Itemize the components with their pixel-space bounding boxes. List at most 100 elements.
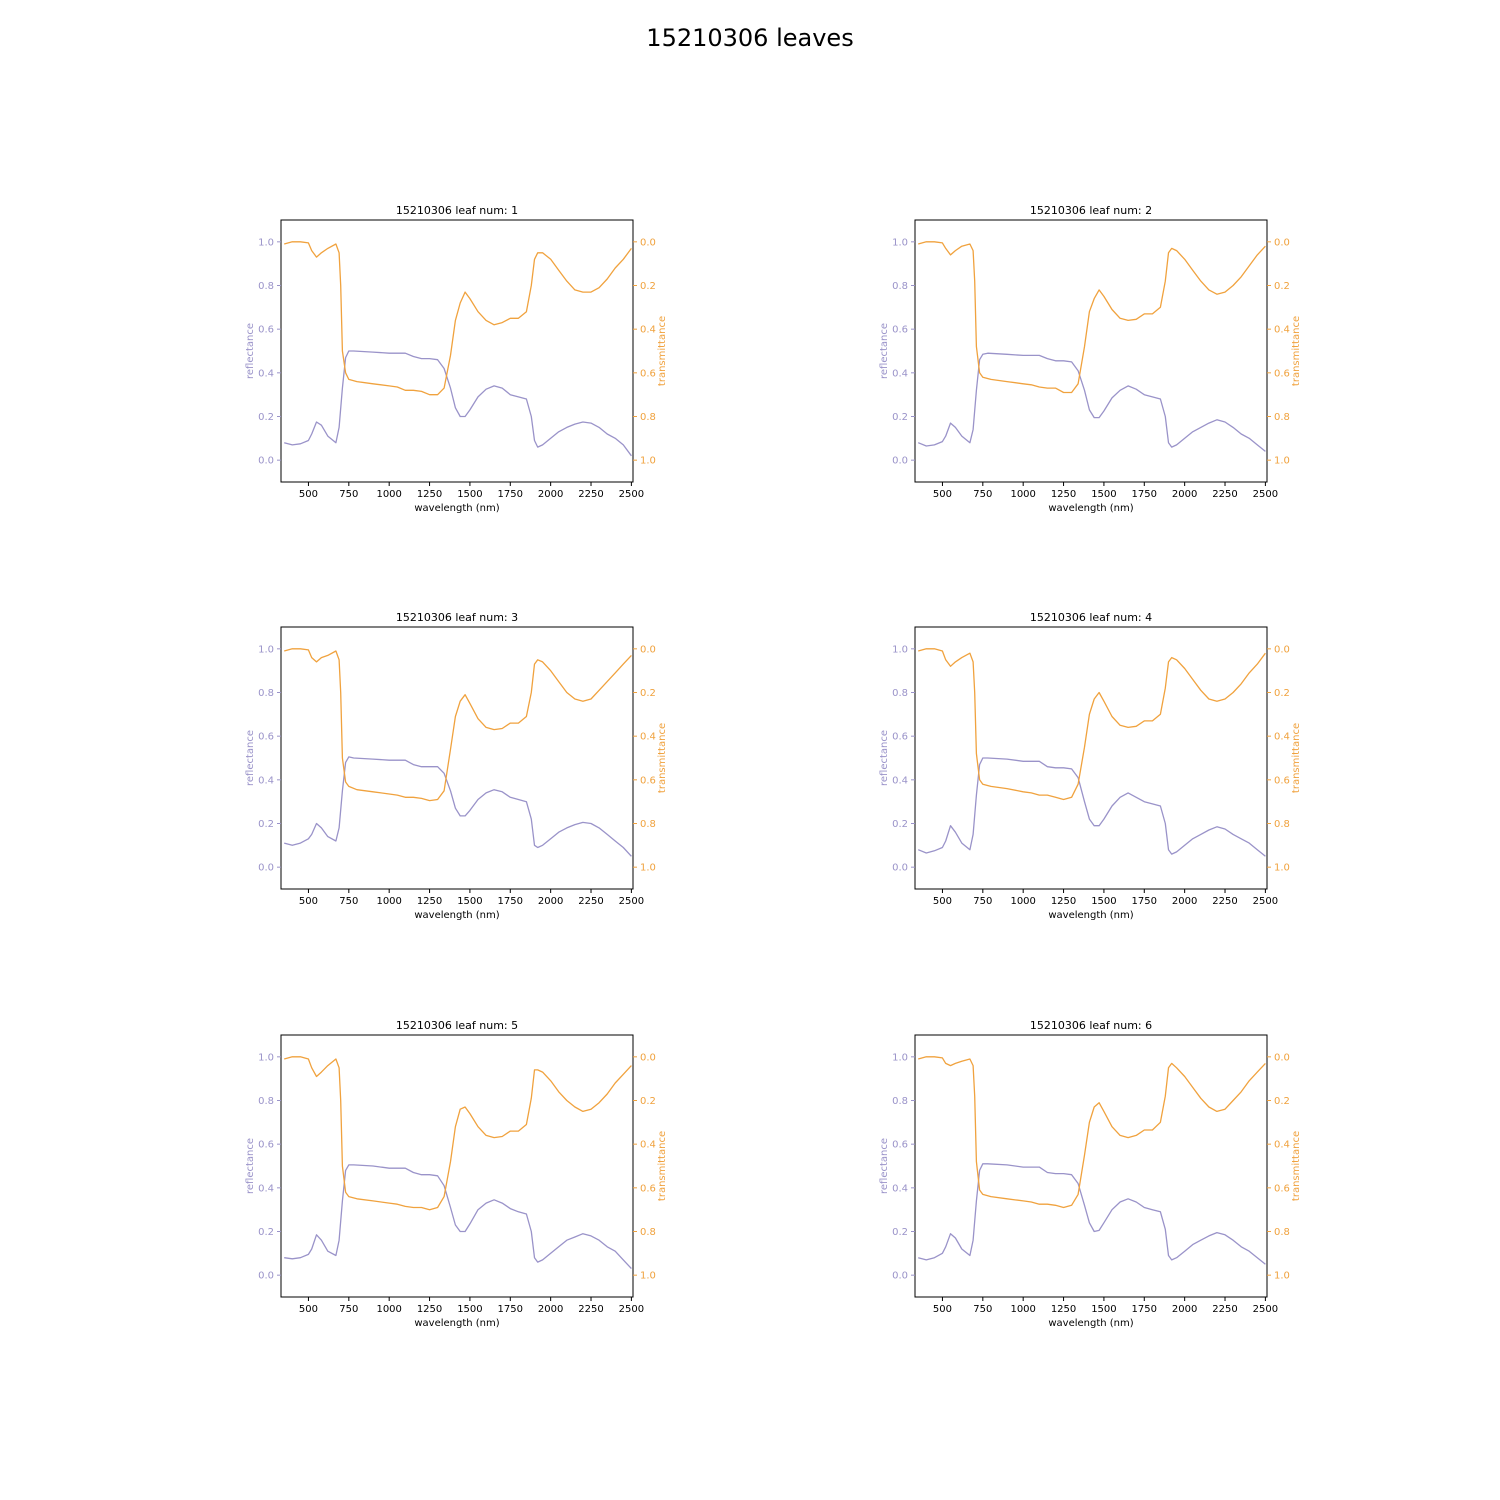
y2-tick-label: 0.0 xyxy=(640,644,656,655)
x-tick-label: 1500 xyxy=(1091,896,1116,907)
y2-tick-label: 0.0 xyxy=(640,237,656,248)
x-tick-label: 2500 xyxy=(619,489,644,500)
reflectance-line xyxy=(917,757,1266,857)
y2-tick-label: 0.2 xyxy=(640,281,656,292)
y2-tick-label: 0.8 xyxy=(640,1227,656,1238)
y-tick-label: 0.8 xyxy=(258,688,274,699)
y2-tick-label: 0.8 xyxy=(640,412,656,423)
series-group xyxy=(284,241,632,457)
plot-frame xyxy=(280,219,634,483)
x-tick-label: 1500 xyxy=(1091,1304,1116,1315)
subplot-5: 15210306 leaf num: 5 500 750 1000 1250 1500 17… xyxy=(245,1019,668,1329)
x-tick-label: 1500 xyxy=(1091,489,1116,500)
x-tick-label: 1000 xyxy=(1010,1304,1035,1315)
x-tick-label: 500 xyxy=(933,896,952,907)
y-tick-label: 0.2 xyxy=(258,1227,274,1238)
y2-tick-label: 0.8 xyxy=(640,819,656,830)
y2-tick-label: 1.0 xyxy=(640,1271,656,1282)
subplot-title: 15210306 leaf num: 4 xyxy=(1030,611,1152,624)
x-tick-label: 500 xyxy=(299,1304,318,1315)
x-tick-label: 1750 xyxy=(1132,896,1157,907)
y-tick-label: 0.4 xyxy=(892,1183,908,1194)
y2-tick-label: 0.6 xyxy=(640,775,656,786)
x-tick-label: 2250 xyxy=(578,1304,603,1315)
y-tick-label: 0.8 xyxy=(258,281,274,292)
reflectance-line xyxy=(284,1164,632,1270)
x-tick-label: 1750 xyxy=(498,896,523,907)
plot-frame xyxy=(914,1034,1268,1298)
reflectance-line xyxy=(918,1163,1266,1265)
y2-tick-label: 0.4 xyxy=(1274,325,1290,336)
y2-tick-label: 0.4 xyxy=(640,732,656,743)
y2-tick-label: 0.6 xyxy=(1274,368,1290,379)
x-tick-label: 2250 xyxy=(1212,1304,1237,1315)
x-tick-label: 2000 xyxy=(538,489,563,500)
subplot-title: 15210306 leaf num: 5 xyxy=(396,1019,518,1032)
y-tick-label: 1.0 xyxy=(258,237,274,248)
reflectance-line xyxy=(284,350,632,457)
x-axis-label: wavelength (nm) xyxy=(414,503,499,514)
subplot-title: 15210306 leaf num: 3 xyxy=(396,611,518,624)
y-tick-label: 0.0 xyxy=(892,1271,908,1282)
x-tick-label: 1250 xyxy=(1051,1304,1076,1315)
y-tick-label: 1.0 xyxy=(892,237,908,248)
x-tick-label: 1500 xyxy=(457,896,482,907)
y-axis-label: reflectance xyxy=(879,730,890,786)
y-tick-label: 0.6 xyxy=(892,732,908,743)
y2-axis-label: transmittance xyxy=(657,723,668,793)
y-axis-label: reflectance xyxy=(879,1138,890,1194)
y2-tick-label: 0.6 xyxy=(1274,1183,1290,1194)
transmittance-line xyxy=(284,1056,632,1211)
series-group xyxy=(917,241,1266,452)
y-tick-label: 0.4 xyxy=(892,368,908,379)
transmittance-line xyxy=(284,241,632,396)
y-tick-label: 0.8 xyxy=(892,1096,908,1107)
x-tick-label: 2000 xyxy=(1172,896,1197,907)
y-axis-label: reflectance xyxy=(245,730,256,786)
plot-frame xyxy=(280,626,634,890)
x-tick-label: 2000 xyxy=(538,1304,563,1315)
x-tick-label: 500 xyxy=(299,489,318,500)
x-tick-label: 1250 xyxy=(417,1304,442,1315)
x-axis-label: wavelength (nm) xyxy=(1048,503,1133,514)
x-tick-label: 750 xyxy=(339,896,358,907)
y2-tick-label: 0.4 xyxy=(1274,1140,1290,1151)
y-tick-label: 0.4 xyxy=(258,775,274,786)
y2-axis-label: transmittance xyxy=(1291,723,1302,793)
y2-tick-label: 0.2 xyxy=(640,688,656,699)
x-tick-label: 2500 xyxy=(619,896,644,907)
plot-frame xyxy=(914,626,1268,890)
x-tick-label: 2250 xyxy=(578,896,603,907)
x-tick-label: 2250 xyxy=(1212,489,1237,500)
subplot-title: 15210306 leaf num: 2 xyxy=(1030,204,1152,217)
y2-axis-label: transmittance xyxy=(1291,1131,1302,1201)
transmittance-line xyxy=(918,241,1266,394)
y-tick-label: 0.0 xyxy=(892,456,908,467)
y2-tick-label: 0.2 xyxy=(640,1096,656,1107)
y-tick-label: 0.0 xyxy=(892,863,908,874)
reflectance-line xyxy=(284,756,632,857)
y2-tick-label: 0.0 xyxy=(1274,237,1290,248)
transmittance-line xyxy=(918,1056,1266,1209)
x-tick-label: 2000 xyxy=(1172,489,1197,500)
y-tick-label: 0.0 xyxy=(258,1271,274,1282)
y-tick-label: 0.0 xyxy=(258,456,274,467)
x-tick-label: 1000 xyxy=(376,489,401,500)
y-tick-label: 0.6 xyxy=(258,732,274,743)
x-tick-label: 1000 xyxy=(1010,489,1035,500)
subplot-3: 15210306 leaf num: 3 500 750 1000 1250 1500 17… xyxy=(245,611,668,921)
x-tick-label: 1250 xyxy=(417,489,442,500)
series-group xyxy=(917,648,1266,857)
y-tick-label: 0.2 xyxy=(892,819,908,830)
y2-tick-label: 0.4 xyxy=(640,325,656,336)
x-tick-label: 1500 xyxy=(457,489,482,500)
y-tick-label: 0.6 xyxy=(892,325,908,336)
y2-tick-label: 1.0 xyxy=(1274,456,1290,467)
y2-tick-label: 0.6 xyxy=(640,368,656,379)
x-axis-label: wavelength (nm) xyxy=(1048,1318,1133,1329)
y2-tick-label: 0.8 xyxy=(1274,819,1290,830)
y-tick-label: 0.2 xyxy=(892,1227,908,1238)
y-tick-label: 1.0 xyxy=(892,1052,908,1063)
y-axis-label: reflectance xyxy=(245,323,256,379)
